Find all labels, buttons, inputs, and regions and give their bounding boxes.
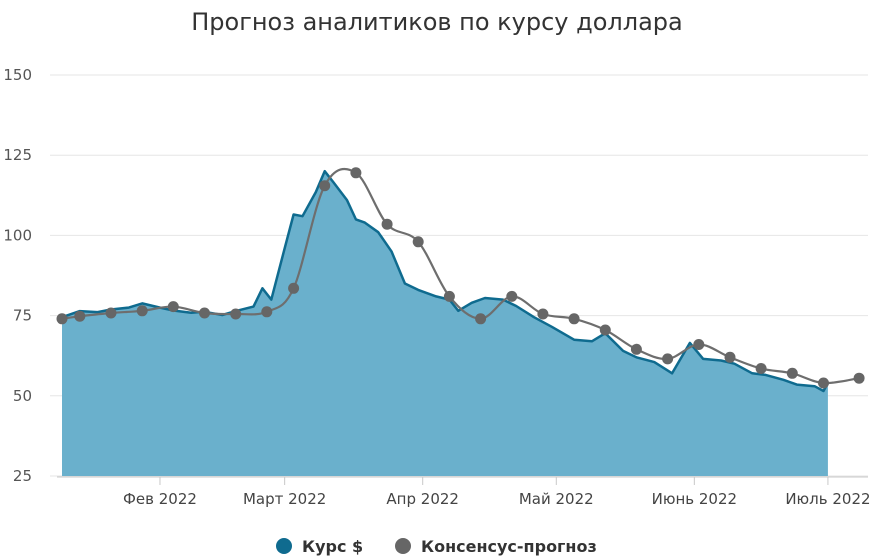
forecast-point[interactable]	[662, 353, 674, 365]
forecast-point[interactable]	[853, 372, 865, 384]
legend: Курс $ Консенсус-прогноз	[276, 537, 597, 556]
forecast-point[interactable]	[818, 377, 829, 389]
forecast-point[interactable]	[199, 307, 210, 319]
chart-title: Прогноз аналитиков по курсу доллара	[191, 8, 682, 36]
forecast-point[interactable]	[630, 343, 642, 355]
forecast-point[interactable]	[475, 313, 487, 325]
forecast-point[interactable]	[74, 310, 86, 322]
x-tick-label: Май 2022	[519, 490, 594, 508]
y-tick-label: 50	[13, 387, 32, 405]
x-tick-label: Март 2022	[243, 490, 326, 508]
x-tick-label: Фев 2022	[123, 490, 197, 508]
y-axis: 25 50 75 100 125 150	[3, 66, 32, 485]
y-tick-label: 100	[3, 226, 32, 244]
y-tick-label: 125	[3, 146, 32, 164]
forecast-point[interactable]	[381, 218, 393, 230]
forecast-point[interactable]	[443, 290, 455, 302]
legend-item-rate[interactable]: Курс $	[276, 537, 363, 556]
forecast-point[interactable]	[786, 367, 798, 379]
x-tick-label: Июнь 2022	[652, 490, 737, 508]
legend-marker-rate	[276, 538, 292, 554]
forecast-series	[56, 167, 865, 389]
forecast-point[interactable]	[136, 305, 148, 317]
forecast-point[interactable]	[755, 363, 767, 374]
x-tick-label: Апр 2022	[386, 490, 459, 508]
forecast-point[interactable]	[350, 167, 362, 179]
forecast-point[interactable]	[56, 313, 68, 325]
legend-marker-forecast	[395, 538, 411, 554]
y-tick-label: 75	[13, 307, 32, 325]
forecast-point[interactable]	[105, 307, 117, 319]
forecast-point[interactable]	[506, 290, 518, 302]
x-tick-label: Июль 2022	[785, 490, 870, 508]
legend-label-rate: Курс $	[302, 537, 363, 556]
forecast-point[interactable]	[261, 306, 273, 318]
forecast-point[interactable]	[230, 308, 242, 320]
y-tick-label: 25	[13, 467, 32, 485]
legend-item-forecast[interactable]: Консенсус-прогноз	[395, 537, 597, 556]
area-series	[61, 169, 829, 476]
forecast-point[interactable]	[568, 313, 580, 325]
rate-area-fill	[62, 171, 828, 476]
legend-label-forecast: Консенсус-прогноз	[421, 537, 597, 556]
forecast-point[interactable]	[693, 339, 705, 350]
forecast-point[interactable]	[288, 282, 300, 294]
y-tick-label: 150	[3, 66, 32, 84]
forecast-point[interactable]	[319, 180, 331, 192]
forecast-point[interactable]	[537, 308, 549, 320]
forecast-point[interactable]	[412, 236, 424, 248]
forecast-point[interactable]	[167, 301, 179, 313]
forecast-point[interactable]	[599, 324, 611, 336]
x-axis: Фев 2022 Март 2022 Апр 2022 Май 2022 Июнь 20…	[57, 476, 871, 508]
forecast-point[interactable]	[724, 351, 736, 363]
